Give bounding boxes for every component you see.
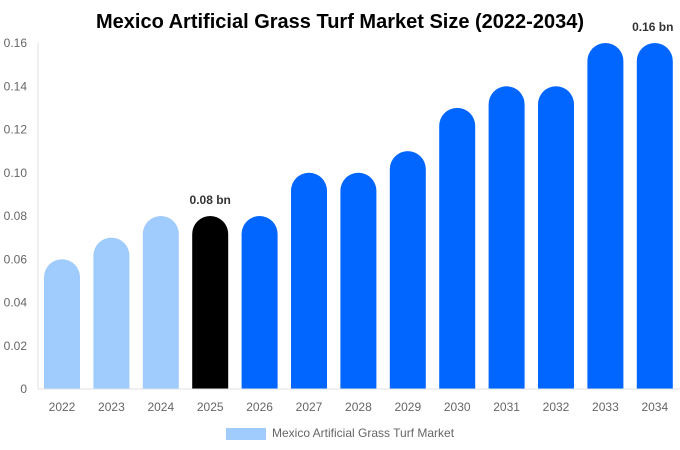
legend[interactable]: Mexico Artificial Grass Turf Market xyxy=(226,426,455,440)
bar-2034[interactable] xyxy=(636,43,673,389)
bar-2024[interactable] xyxy=(142,216,179,389)
bar-2028[interactable] xyxy=(340,172,377,389)
data-label: 0.16 bn xyxy=(632,20,673,34)
y-tick-label: 0.04 xyxy=(4,296,28,310)
bar-2022[interactable] xyxy=(44,259,80,389)
x-tick-label: 2022 xyxy=(49,400,76,414)
bar-2027[interactable] xyxy=(291,172,327,389)
chart-title: Mexico Artificial Grass Turf Market Size… xyxy=(96,11,584,33)
data-label: 0.08 bn xyxy=(190,193,231,207)
y-tick-label: 0.02 xyxy=(4,339,28,353)
bar-2030[interactable] xyxy=(439,107,476,390)
x-axis: 2022 2023 2024 2025 2026 2027 2028 2029 2030 2031… xyxy=(38,388,680,414)
y-tick-label: 0.16 xyxy=(4,36,28,50)
y-tick-label: 0.08 xyxy=(4,209,28,223)
x-tick-label: 2028 xyxy=(345,400,372,414)
y-axis: 0 0.02 0.04 0.06 0.08 0.10 0.12 0.14 0.16 xyxy=(4,36,39,396)
x-tick-label: 2029 xyxy=(394,400,421,414)
x-tick-label: 2034 xyxy=(641,400,668,414)
x-tick-label: 2024 xyxy=(147,400,174,414)
x-tick-label: 2033 xyxy=(592,400,619,414)
bar-2026[interactable] xyxy=(241,216,278,389)
y-tick-label: 0 xyxy=(20,382,27,396)
bar-2025[interactable] xyxy=(192,216,229,389)
y-tick-label: 0.10 xyxy=(4,166,28,180)
y-tick-label: 0.06 xyxy=(4,252,28,266)
x-tick-label: 2025 xyxy=(197,400,224,414)
bar-2032[interactable] xyxy=(538,86,574,389)
y-tick-label: 0.14 xyxy=(4,79,28,93)
x-tick-label: 2026 xyxy=(246,400,273,414)
x-tick-label: 2023 xyxy=(98,400,125,414)
y-tick-label: 0.12 xyxy=(4,123,28,137)
legend-label: Mexico Artificial Grass Turf Market xyxy=(272,426,455,440)
x-tick-label: 2030 xyxy=(444,400,471,414)
bar-2029[interactable] xyxy=(389,151,426,389)
bars xyxy=(44,43,673,390)
x-tick-label: 2032 xyxy=(543,400,570,414)
x-tick-label: 2031 xyxy=(493,400,520,414)
x-tick-label: 2027 xyxy=(296,400,323,414)
bar-2031[interactable] xyxy=(488,86,525,390)
bar-2023[interactable] xyxy=(93,237,130,389)
legend-swatch xyxy=(226,428,266,440)
data-labels: 0.08 bn 0.16 bn xyxy=(190,20,674,207)
bar-2033[interactable] xyxy=(587,43,624,389)
